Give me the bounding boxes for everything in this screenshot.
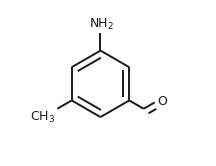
Text: NH$_2$: NH$_2$ <box>89 17 114 32</box>
Text: O: O <box>157 95 167 108</box>
Text: CH$_3$: CH$_3$ <box>30 110 55 125</box>
